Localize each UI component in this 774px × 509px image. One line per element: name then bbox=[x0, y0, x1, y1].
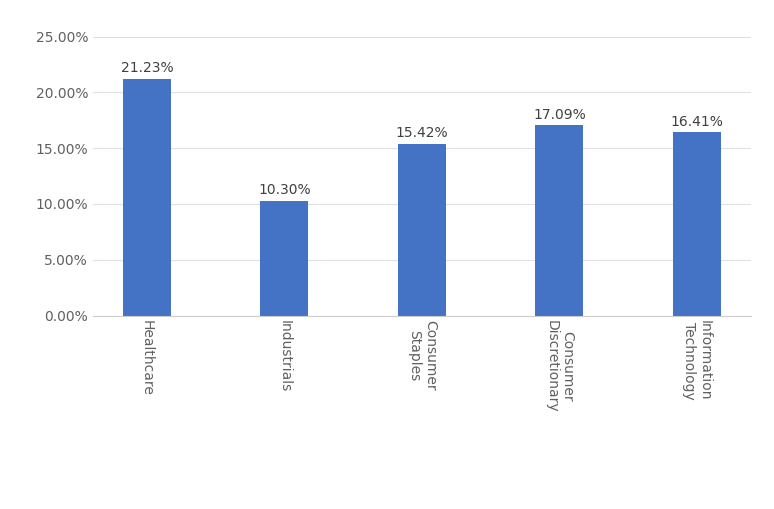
Text: 15.42%: 15.42% bbox=[396, 126, 448, 140]
Bar bbox=[673, 132, 721, 316]
Bar bbox=[260, 201, 308, 316]
Text: 17.09%: 17.09% bbox=[533, 107, 586, 122]
Bar bbox=[398, 144, 446, 316]
Text: 16.41%: 16.41% bbox=[670, 115, 723, 129]
Text: 21.23%: 21.23% bbox=[121, 61, 173, 75]
Text: 10.30%: 10.30% bbox=[258, 183, 310, 197]
Bar bbox=[123, 79, 171, 316]
Bar bbox=[536, 125, 584, 316]
